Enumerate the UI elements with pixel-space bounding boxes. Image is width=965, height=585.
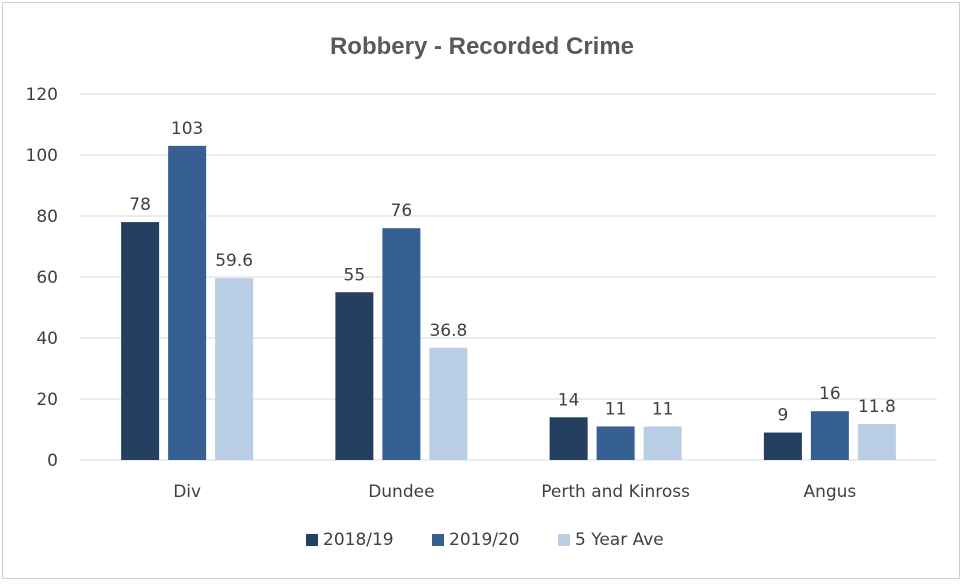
x-tick-label: Div: [173, 482, 201, 502]
legend-swatch: [558, 534, 570, 546]
legend-swatch: [432, 534, 444, 546]
y-tick-label: 60: [36, 268, 58, 288]
bar: [763, 432, 802, 460]
y-tick-label: 0: [47, 451, 58, 471]
legend-label: 5 Year Ave: [575, 530, 664, 550]
data-label: 11.8: [858, 397, 896, 417]
y-axis-ticks: 0 20 40 60 80 100 120: [26, 85, 58, 471]
chart-title: Robbery - Recorded Crime: [330, 33, 634, 60]
data-labels: 78 103 59.6 55 76 36.8 14 11 11 9 16 11.8: [129, 119, 896, 426]
data-label: 14: [558, 390, 580, 410]
y-tick-label: 20: [36, 390, 58, 410]
bar: [429, 347, 468, 460]
y-tick-label: 80: [36, 207, 58, 227]
data-label: 11: [605, 399, 627, 419]
legend: 2018/19 2019/20 5 Year Ave: [306, 530, 664, 550]
y-tick-label: 100: [26, 146, 58, 166]
x-tick-label: Perth and Kinross: [541, 482, 690, 502]
bar: [215, 278, 254, 460]
x-tick-label: Dundee: [368, 482, 434, 502]
chart-frame: [2, 2, 960, 579]
bar: [549, 417, 588, 460]
bar: [643, 426, 682, 460]
data-label: 36.8: [429, 321, 467, 341]
legend-swatch: [306, 534, 318, 546]
bar: [382, 228, 421, 460]
gridlines: [80, 93, 937, 461]
bar: [810, 411, 849, 460]
x-tick-label: Angus: [803, 482, 856, 502]
bar: [168, 145, 207, 460]
y-tick-label: 120: [26, 85, 58, 105]
legend-label: 2018/19: [323, 530, 394, 550]
legend-label: 2019/20: [449, 530, 520, 550]
data-label: 16: [819, 384, 841, 404]
data-label: 78: [129, 195, 151, 215]
x-axis-ticks: Div Dundee Perth and Kinross Angus: [173, 482, 856, 502]
bar: [596, 426, 635, 460]
bars: [121, 145, 896, 460]
y-tick-label: 40: [36, 329, 58, 349]
bar: [121, 222, 160, 460]
data-label: 11: [652, 399, 674, 419]
data-label: 103: [171, 119, 203, 139]
data-label: 55: [344, 265, 366, 285]
data-label: 59.6: [215, 251, 253, 271]
data-label: 76: [391, 201, 413, 221]
bar: [335, 292, 374, 460]
data-label: 9: [777, 406, 788, 426]
bar: [857, 424, 896, 460]
